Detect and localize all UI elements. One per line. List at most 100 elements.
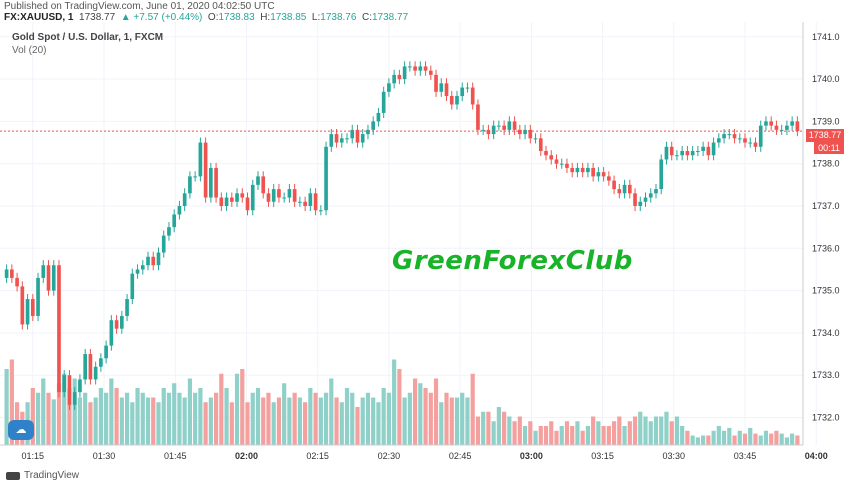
candle-body (20, 286, 25, 325)
volume-bar (67, 388, 72, 445)
candle-body (360, 134, 365, 143)
volume-bar (166, 392, 172, 445)
candle-body (748, 142, 753, 144)
volume-bar (151, 397, 156, 445)
candle-body (722, 134, 726, 139)
volume-bar (198, 388, 203, 445)
volume-bar (664, 411, 669, 445)
candle-body (795, 121, 800, 132)
volume-bar (622, 426, 627, 445)
candle-body (439, 83, 444, 92)
volume-bar (669, 421, 674, 445)
volume-bar (512, 421, 517, 445)
candle-body (517, 129, 522, 135)
candle-body (287, 189, 292, 198)
candle-body (250, 184, 255, 211)
candle-body (675, 155, 679, 157)
candle-body (732, 134, 737, 139)
candle-body (711, 142, 716, 156)
candle-body (455, 96, 459, 105)
tradingview-logo[interactable]: TradingView (6, 470, 79, 481)
volume-bar (585, 426, 591, 445)
volume-bar (93, 397, 98, 445)
candle-body (392, 74, 396, 84)
candle-body (758, 125, 763, 147)
x-tick-label: 01:45 (164, 451, 187, 461)
volume-bar (323, 392, 329, 445)
volume-bar (496, 407, 501, 445)
volume-bar (371, 397, 376, 445)
volume-bar (318, 397, 323, 445)
symbol-name[interactable]: FX:XAUUSD, 1 (4, 12, 74, 23)
volume-bar (104, 392, 109, 445)
volume-bar (465, 397, 470, 445)
candle-body (696, 151, 700, 153)
candle-body (240, 193, 245, 198)
volume-bar (266, 392, 271, 445)
volume-bar (433, 378, 439, 445)
volume-bar (83, 392, 88, 445)
cloud-icon[interactable]: ☁ (8, 420, 34, 440)
candle-body (104, 345, 108, 359)
volume-bar (486, 411, 491, 445)
candle-body (214, 167, 218, 198)
volume-bar (292, 392, 297, 445)
candle-body (737, 138, 742, 140)
candle-body (753, 142, 758, 147)
x-tick-label: 02:15 (306, 451, 329, 461)
x-tick-label: 02:30 (378, 451, 401, 461)
candle-body (282, 197, 287, 199)
candle-body (198, 142, 203, 177)
candle-body (387, 83, 391, 92)
volume-bar (507, 416, 512, 445)
candle-body (648, 193, 653, 198)
volume-bar (674, 416, 680, 445)
candle-body (428, 70, 433, 75)
candle-body (10, 269, 14, 278)
price-change: ▲ +7.57 (+0.44%) (120, 12, 203, 23)
volume-bar (680, 426, 685, 445)
candle-body (30, 299, 35, 316)
candle-body (502, 125, 506, 130)
candle-body (88, 354, 93, 380)
volume-bar (303, 402, 308, 445)
candle-body (716, 138, 721, 143)
candle-body (156, 252, 161, 266)
candle-body (119, 315, 124, 329)
candle-body (591, 167, 595, 177)
volume-bar (245, 402, 250, 445)
volume-bar (109, 378, 114, 445)
volume-bar (156, 402, 161, 445)
volume-bar (758, 435, 763, 445)
candle-body (680, 151, 685, 156)
candles (4, 61, 800, 410)
volume-bar (276, 397, 282, 445)
volume-bar (287, 397, 292, 445)
volume-bar (690, 435, 695, 445)
volume-bar (454, 397, 460, 445)
tradingview-logo-icon (6, 471, 20, 480)
candle-body (167, 227, 171, 236)
volume-bar (334, 397, 339, 445)
candle-body (481, 129, 486, 131)
volume-bar (177, 392, 182, 445)
price-axis: 1732.0 1733.0 1734.0 1735.0 1736.0 1737.0 1738… (812, 32, 840, 423)
candle-body (271, 189, 276, 202)
candle-body (669, 146, 674, 156)
candle-body (177, 206, 182, 215)
volume-bar (706, 435, 711, 445)
x-tick-label: 03:30 (663, 451, 686, 461)
candle-body (4, 269, 9, 278)
volume-bar (790, 433, 795, 445)
volume-bar (135, 388, 140, 445)
candle-body (376, 112, 381, 122)
volume-bars (4, 359, 800, 445)
candle-body (203, 142, 208, 198)
candle-body (15, 277, 19, 287)
volume-bar (250, 392, 255, 445)
candle-body (67, 375, 72, 405)
volume-bar (779, 433, 784, 445)
volume-bar (51, 399, 56, 445)
candle-body (701, 146, 705, 152)
